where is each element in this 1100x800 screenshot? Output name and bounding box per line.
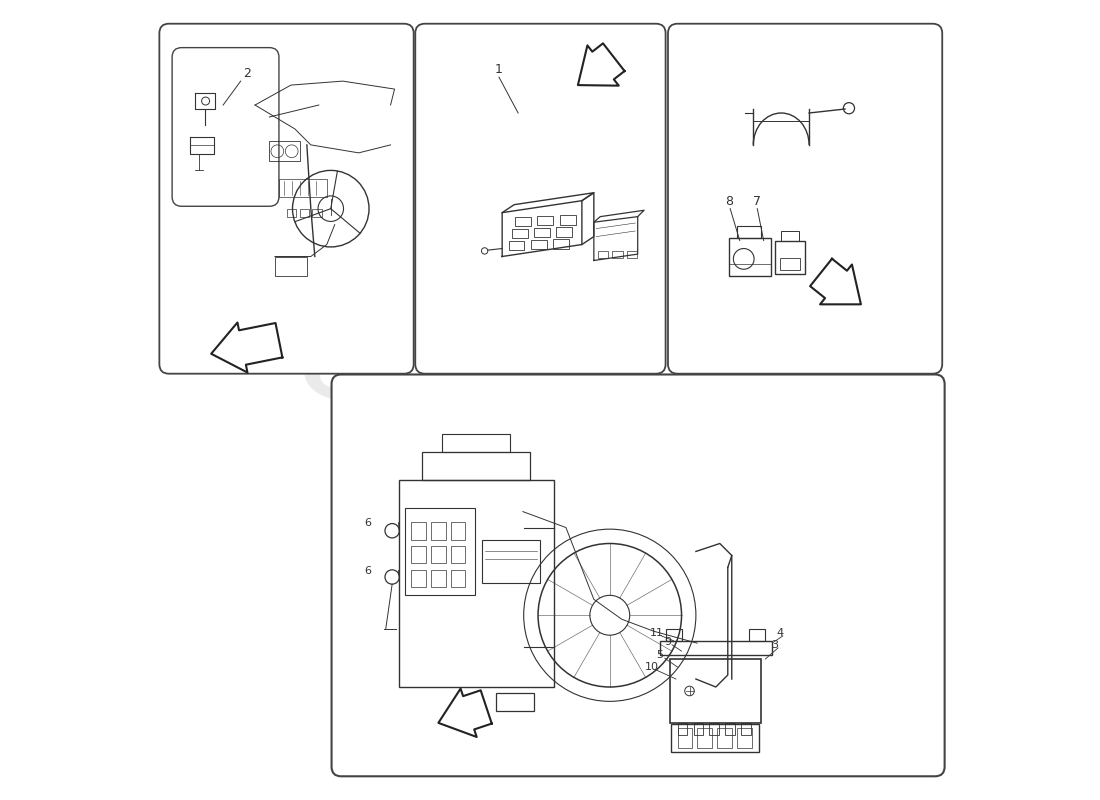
FancyBboxPatch shape (416, 24, 666, 374)
Bar (670, 659, 761, 723)
Text: 8: 8 (725, 194, 734, 208)
FancyBboxPatch shape (160, 24, 414, 374)
Bar (405, 508, 475, 595)
FancyBboxPatch shape (331, 374, 945, 776)
Bar (667, 629, 682, 641)
Bar (451, 546, 465, 563)
Bar (697, 729, 712, 748)
Bar (725, 723, 735, 735)
Bar (275, 257, 307, 277)
Text: a passion for parts since 1985: a passion for parts since 1985 (408, 488, 692, 662)
Bar (737, 226, 761, 238)
Bar (774, 241, 805, 274)
Text: 6: 6 (364, 566, 371, 576)
Bar (741, 723, 751, 735)
Bar (780, 258, 800, 270)
Text: 11: 11 (650, 628, 663, 638)
Text: 1: 1 (494, 63, 502, 76)
Bar (287, 209, 297, 217)
Bar (531, 240, 547, 250)
Bar (678, 729, 692, 748)
Bar (411, 546, 426, 563)
Bar (411, 570, 426, 587)
Bar (508, 241, 525, 250)
Bar (737, 729, 751, 748)
Bar (627, 251, 637, 258)
Bar (431, 522, 446, 539)
FancyBboxPatch shape (172, 48, 279, 206)
Bar (299, 209, 309, 217)
Text: 2: 2 (243, 67, 251, 80)
Text: 6: 6 (364, 518, 371, 528)
Bar (537, 216, 553, 226)
Bar (535, 228, 550, 238)
Bar (451, 522, 465, 539)
Bar (442, 434, 510, 452)
Bar (398, 480, 554, 687)
Bar (671, 725, 759, 752)
Bar (678, 723, 688, 735)
FancyBboxPatch shape (668, 24, 943, 374)
Bar (279, 179, 327, 197)
Bar (512, 229, 528, 238)
Text: 9: 9 (664, 637, 672, 646)
Bar (557, 227, 572, 237)
Bar (613, 251, 623, 258)
Text: 5: 5 (657, 650, 663, 660)
Bar (560, 215, 575, 225)
Text: 3: 3 (771, 640, 779, 650)
Bar (496, 694, 535, 711)
Bar (553, 239, 569, 249)
Bar (710, 723, 719, 735)
Bar (597, 251, 608, 258)
Bar (660, 641, 771, 655)
Bar (431, 570, 446, 587)
Bar (270, 141, 299, 161)
Bar (781, 231, 799, 241)
Bar (431, 546, 446, 563)
Bar (717, 729, 732, 748)
Bar (422, 452, 530, 480)
Bar (482, 539, 540, 583)
Bar (312, 209, 322, 217)
Bar (693, 723, 703, 735)
Bar (451, 570, 465, 587)
Bar (729, 238, 771, 277)
Bar (411, 522, 426, 539)
Text: 10: 10 (645, 662, 659, 672)
Text: 7: 7 (754, 194, 761, 208)
Text: 4: 4 (776, 628, 783, 638)
Bar (515, 217, 531, 226)
Bar (749, 629, 766, 641)
Text: eurOparts: eurOparts (148, 246, 601, 554)
